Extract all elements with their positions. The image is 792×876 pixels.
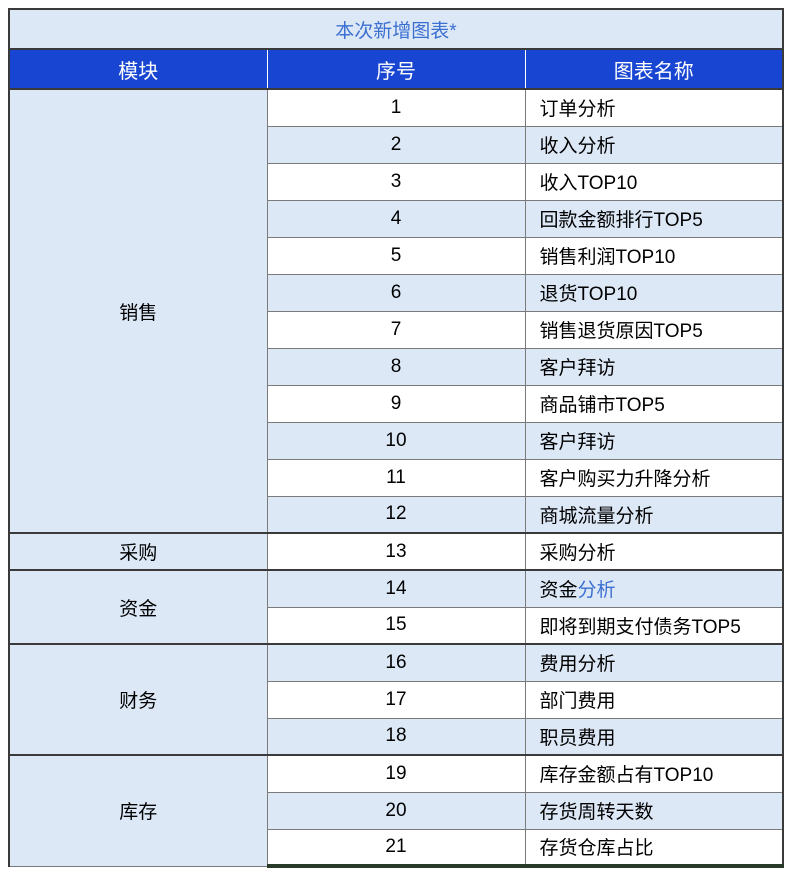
seq-cell: 1 bbox=[267, 89, 525, 126]
seq-cell: 19 bbox=[267, 755, 525, 792]
header-seq: 序号 bbox=[267, 49, 525, 89]
seq-cell: 12 bbox=[267, 496, 525, 533]
name-cell: 销售利润TOP10 bbox=[525, 237, 783, 274]
seq-cell: 8 bbox=[267, 348, 525, 385]
table-title: 本次新增图表* bbox=[9, 9, 783, 49]
table-row: 采购13采购分析 bbox=[9, 533, 783, 570]
module-cell: 资金 bbox=[9, 570, 267, 644]
header-name: 图表名称 bbox=[525, 49, 783, 89]
seq-cell: 2 bbox=[267, 126, 525, 163]
name-cell: 订单分析 bbox=[525, 89, 783, 126]
seq-cell: 15 bbox=[267, 607, 525, 644]
name-cell: 商城流量分析 bbox=[525, 496, 783, 533]
seq-cell: 11 bbox=[267, 459, 525, 496]
name-cell: 客户拜访 bbox=[525, 348, 783, 385]
seq-cell: 9 bbox=[267, 385, 525, 422]
name-cell: 即将到期支付债务TOP5 bbox=[525, 607, 783, 644]
name-cell: 客户拜访 bbox=[525, 422, 783, 459]
name-cell: 费用分析 bbox=[525, 644, 783, 681]
name-text: 资金 bbox=[540, 580, 578, 601]
name-cell: 回款金额排行TOP5 bbox=[525, 200, 783, 237]
table-title-row: 本次新增图表* bbox=[9, 9, 783, 49]
name-cell: 职员费用 bbox=[525, 718, 783, 755]
name-cell: 销售退货原因TOP5 bbox=[525, 311, 783, 348]
module-cell: 采购 bbox=[9, 533, 267, 570]
name-link-text: 分析 bbox=[578, 580, 616, 601]
name-cell: 资金分析 bbox=[525, 570, 783, 607]
seq-cell: 20 bbox=[267, 792, 525, 829]
seq-cell: 21 bbox=[267, 829, 525, 866]
name-cell: 客户购买力升降分析 bbox=[525, 459, 783, 496]
table-row: 资金 14资金分析 bbox=[9, 570, 783, 607]
seq-cell: 10 bbox=[267, 422, 525, 459]
module-cell: 财务 bbox=[9, 644, 267, 755]
table-row: 财务16费用分析 bbox=[9, 644, 783, 681]
seq-cell: 7 bbox=[267, 311, 525, 348]
seq-cell: 13 bbox=[267, 533, 525, 570]
table-row: 库存19库存金额占有TOP10 bbox=[9, 755, 783, 792]
name-cell: 部门费用 bbox=[525, 681, 783, 718]
seq-cell: 17 bbox=[267, 681, 525, 718]
name-cell: 退货TOP10 bbox=[525, 274, 783, 311]
seq-cell: 14 bbox=[267, 570, 525, 607]
name-cell: 存货周转天数 bbox=[525, 792, 783, 829]
name-cell: 收入分析 bbox=[525, 126, 783, 163]
name-cell: 库存金额占有TOP10 bbox=[525, 755, 783, 792]
name-cell: 商品铺市TOP5 bbox=[525, 385, 783, 422]
table-row: 销售1订单分析 bbox=[9, 89, 783, 126]
name-cell: 采购分析 bbox=[525, 533, 783, 570]
seq-cell: 3 bbox=[267, 163, 525, 200]
seq-cell: 5 bbox=[267, 237, 525, 274]
name-cell: 收入TOP10 bbox=[525, 163, 783, 200]
module-cell: 销售 bbox=[9, 89, 267, 533]
seq-cell: 18 bbox=[267, 718, 525, 755]
seq-cell: 6 bbox=[267, 274, 525, 311]
header-module: 模块 bbox=[9, 49, 267, 89]
table-header-row: 模块 序号 图表名称 bbox=[9, 49, 783, 89]
seq-cell: 4 bbox=[267, 200, 525, 237]
module-cell: 库存 bbox=[9, 755, 267, 866]
seq-cell: 16 bbox=[267, 644, 525, 681]
name-cell: 存货仓库占比 bbox=[525, 829, 783, 866]
chart-list-table: 本次新增图表* 模块 序号 图表名称 销售1订单分析2收入分析3收入TOP104… bbox=[8, 8, 784, 868]
